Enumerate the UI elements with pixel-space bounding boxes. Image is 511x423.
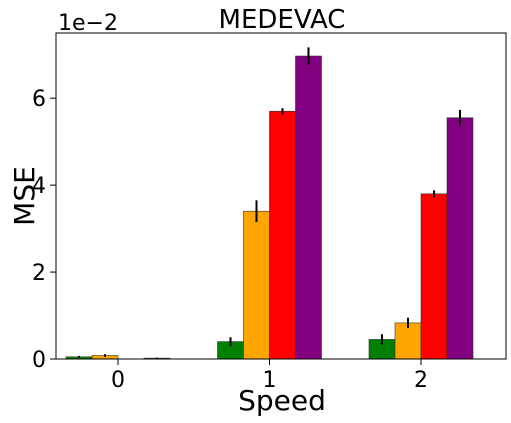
chart-title: MEDEVAC bbox=[219, 5, 346, 35]
y-tick-label-0: 0 bbox=[32, 348, 46, 373]
bar-series3-2 bbox=[420, 193, 448, 360]
y-tick-label-4: 4 bbox=[32, 174, 46, 199]
bar-series4-1 bbox=[295, 55, 322, 360]
scale-label: 1e−2 bbox=[58, 11, 118, 36]
x-tick-label-0: 0 bbox=[111, 368, 125, 393]
bar-series2-1 bbox=[243, 210, 270, 360]
x-tick-label-2: 2 bbox=[414, 368, 428, 393]
y-tick-label-2: 2 bbox=[32, 261, 46, 286]
y-tick-label-6: 6 bbox=[32, 87, 46, 112]
x-axis-label: Speed bbox=[238, 384, 326, 417]
plot-area: 0 2 4 6 0 1 2 bbox=[32, 32, 507, 393]
bar-series3-1 bbox=[269, 110, 296, 360]
y-axis-label: MSE bbox=[8, 166, 41, 226]
bar-series2-2 bbox=[394, 322, 422, 360]
plot-frame bbox=[55, 32, 507, 360]
x-tick-label-1: 1 bbox=[263, 368, 277, 393]
bar-series4-2 bbox=[446, 117, 474, 360]
